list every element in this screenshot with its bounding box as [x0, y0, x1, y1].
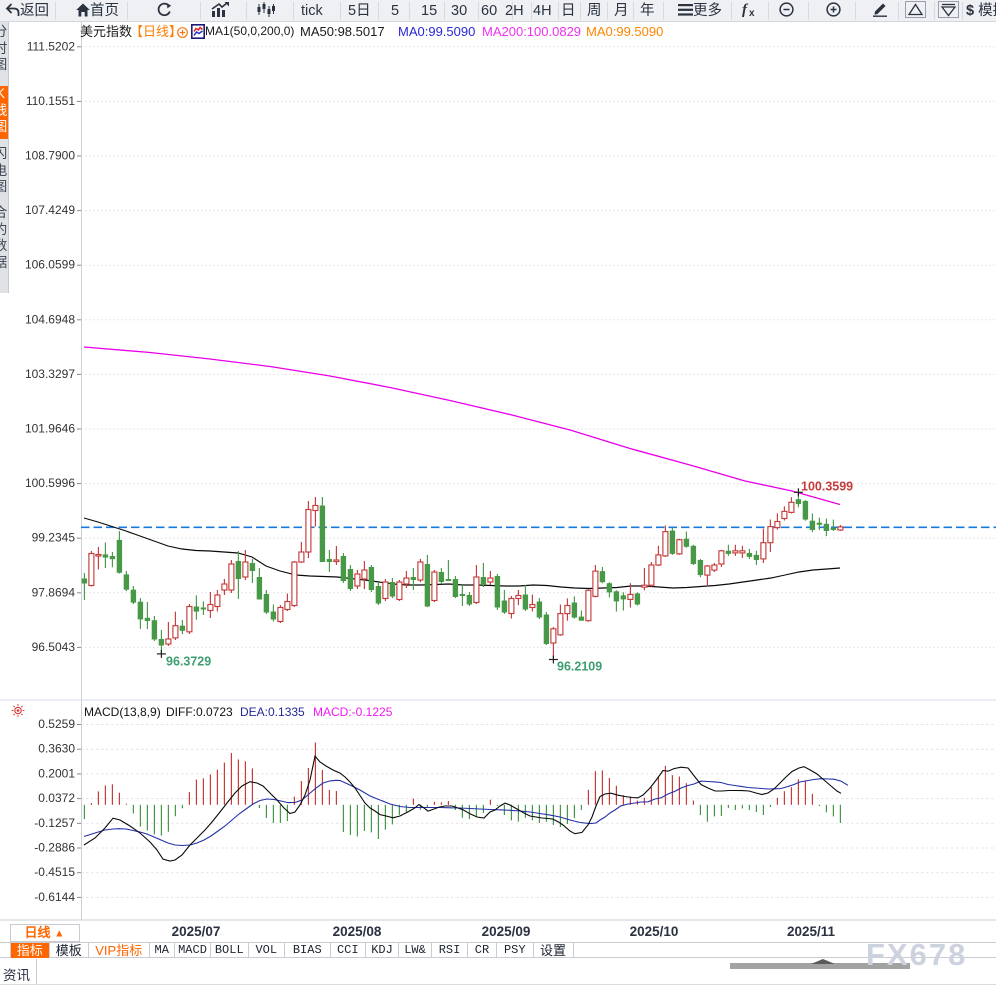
- svg-text:100.5996: 100.5996: [25, 476, 75, 490]
- svg-text:0.3630: 0.3630: [38, 742, 75, 756]
- svg-text:99.2345: 99.2345: [32, 531, 76, 545]
- svg-text:0.0372: 0.0372: [38, 791, 75, 805]
- svg-text:-0.4515: -0.4515: [34, 865, 75, 879]
- svg-text:-0.2886: -0.2886: [34, 841, 75, 855]
- svg-text:100.3599: 100.3599: [801, 480, 853, 494]
- svg-text:96.2109: 96.2109: [557, 660, 602, 674]
- svg-text:0.5259: 0.5259: [38, 717, 75, 731]
- svg-text:96.5043: 96.5043: [32, 640, 76, 654]
- svg-text:110.1551: 110.1551: [26, 94, 75, 108]
- svg-text:108.7900: 108.7900: [25, 149, 75, 163]
- svg-text:-0.6144: -0.6144: [34, 890, 75, 904]
- svg-text:97.8694: 97.8694: [32, 585, 76, 599]
- svg-text:106.0599: 106.0599: [25, 258, 75, 272]
- svg-text:2025/11: 2025/11: [787, 924, 836, 939]
- svg-text:101.9646: 101.9646: [25, 422, 75, 436]
- svg-text:103.3297: 103.3297: [25, 367, 75, 381]
- svg-text:104.6948: 104.6948: [25, 312, 75, 326]
- svg-text:2025/08: 2025/08: [333, 924, 382, 939]
- svg-text:x: x: [749, 8, 755, 17]
- svg-text:96.3729: 96.3729: [166, 655, 211, 669]
- svg-text:2025/07: 2025/07: [172, 924, 221, 939]
- svg-text:111.5202: 111.5202: [27, 39, 76, 53]
- svg-text:0.2001: 0.2001: [38, 766, 75, 780]
- svg-text:107.4249: 107.4249: [25, 203, 75, 217]
- svg-text:f: f: [742, 2, 749, 17]
- svg-text:2025/09: 2025/09: [482, 924, 531, 939]
- svg-text:2025/10: 2025/10: [630, 924, 679, 939]
- svg-text:-0.1257: -0.1257: [34, 816, 75, 830]
